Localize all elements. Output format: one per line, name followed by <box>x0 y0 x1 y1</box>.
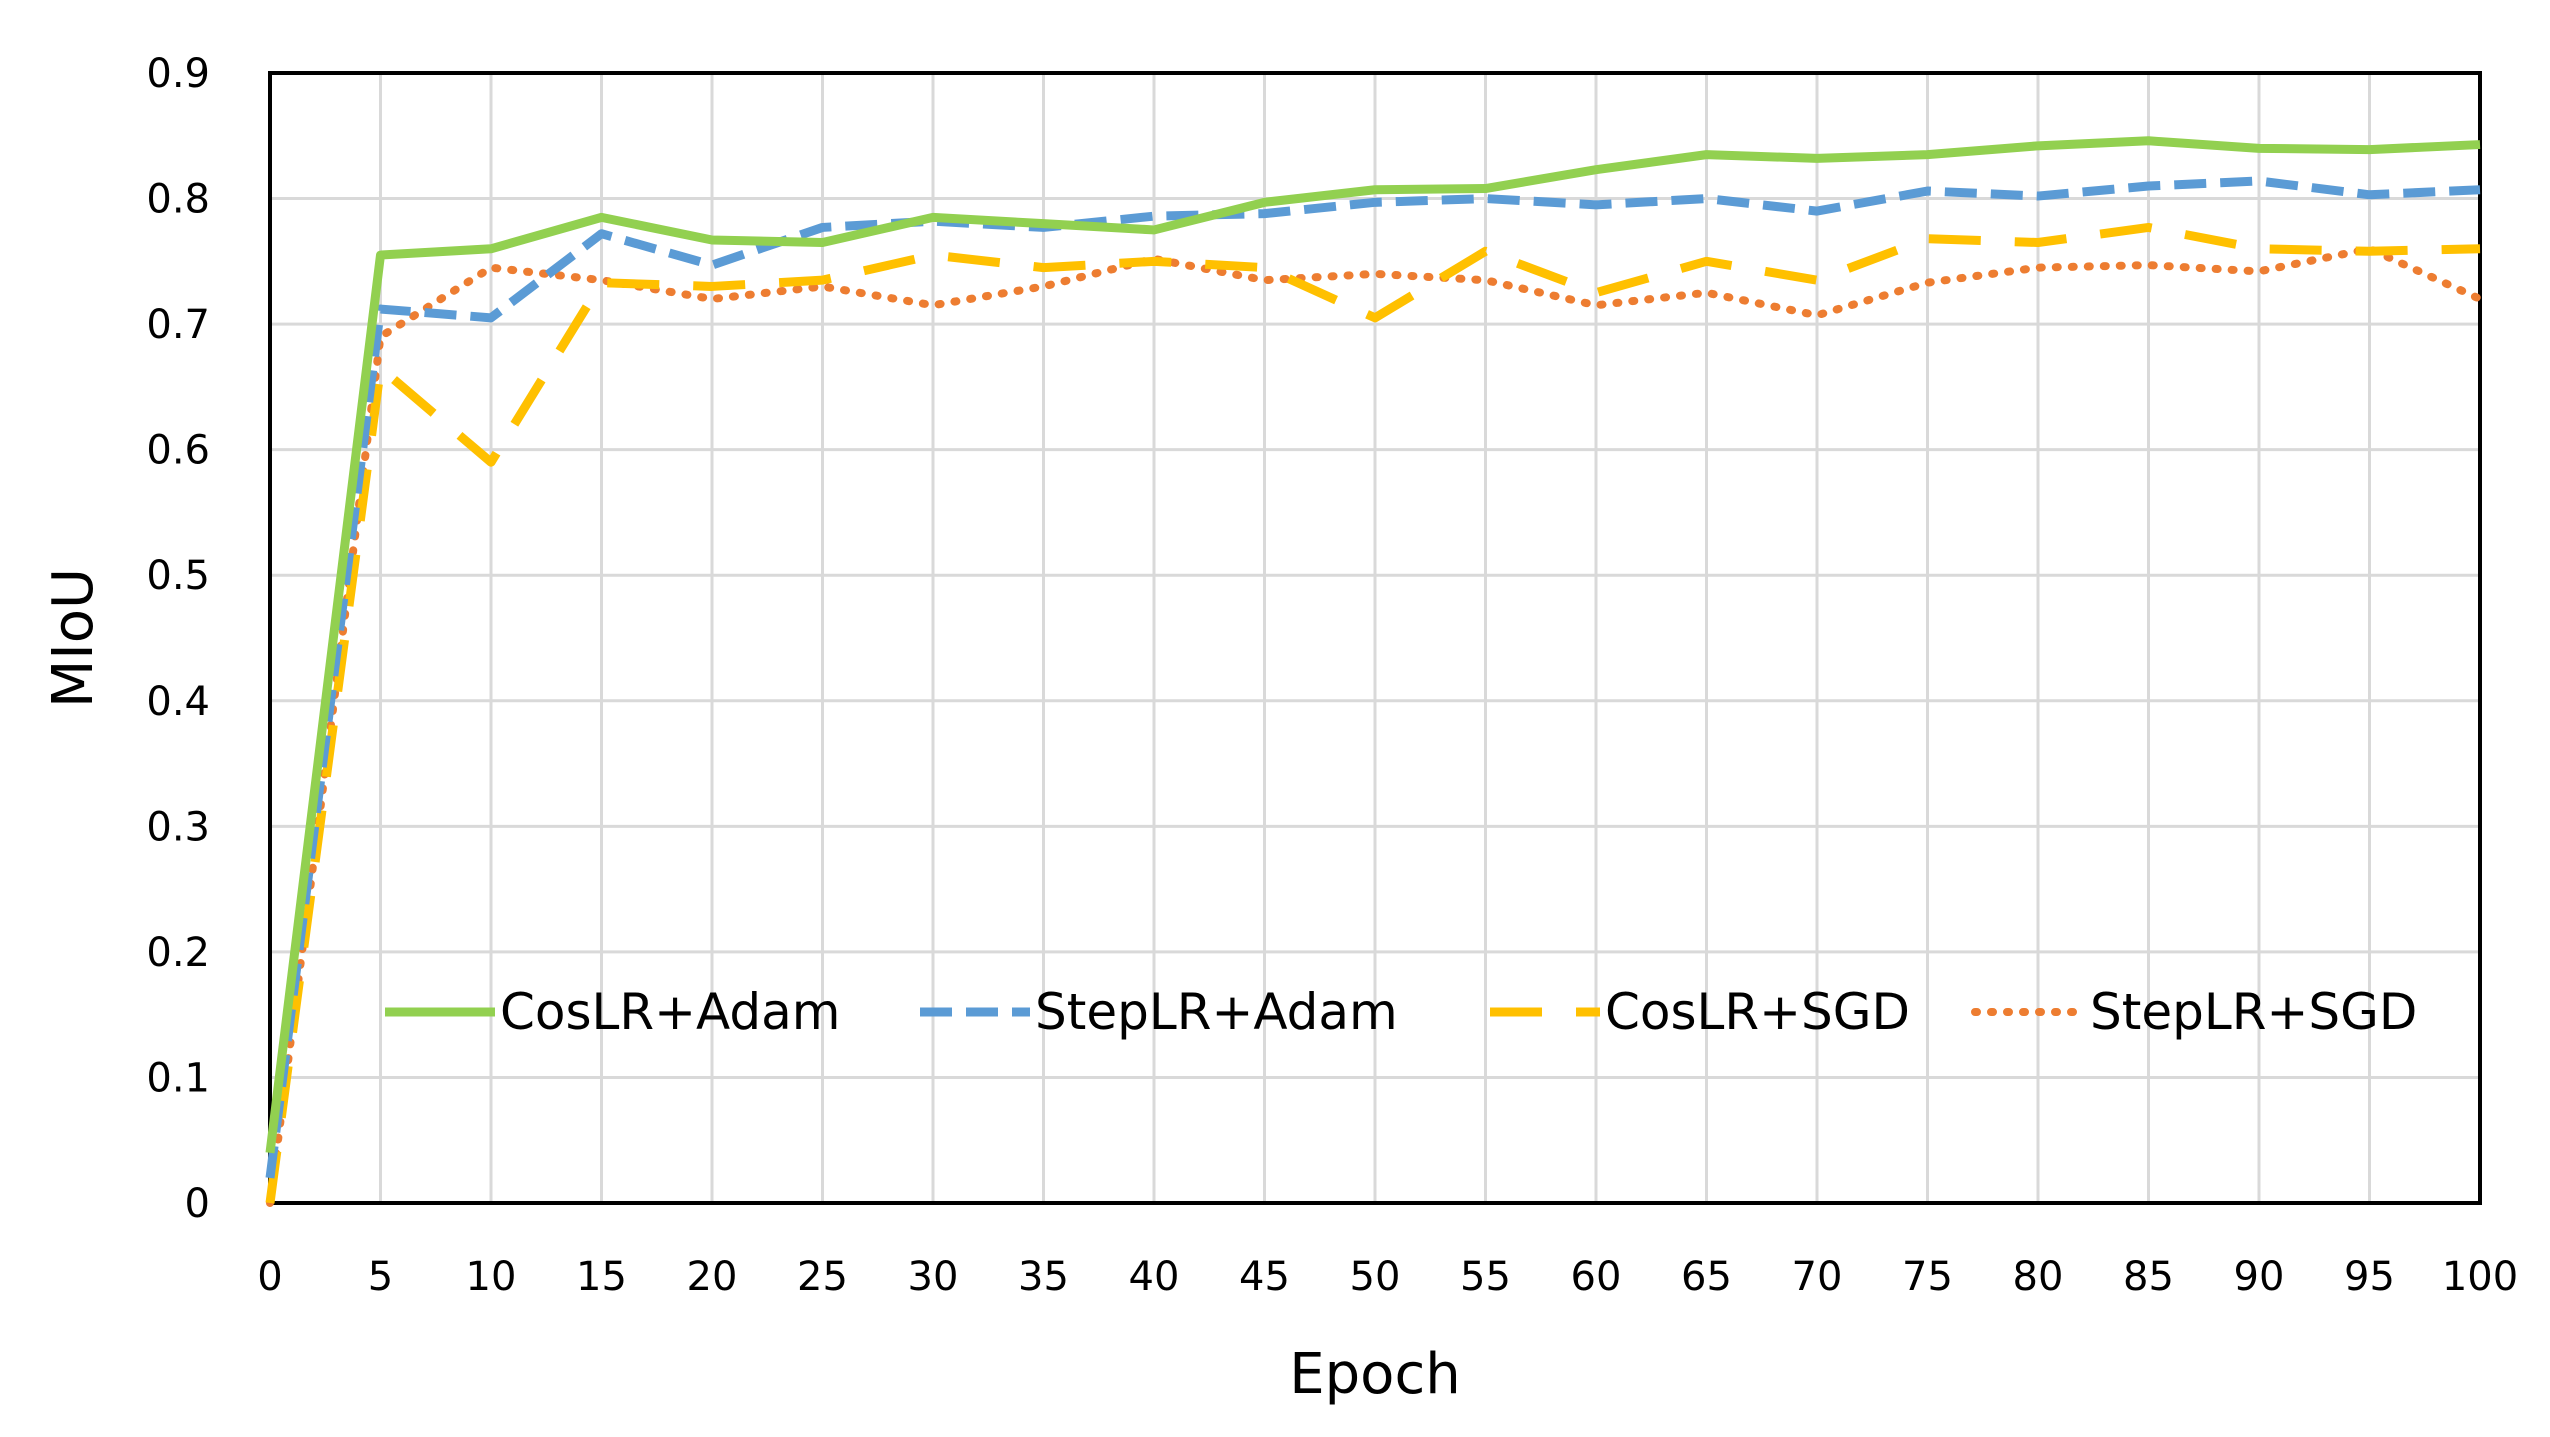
x-tick-label: 75 <box>1902 1254 1953 1300</box>
x-tick-label: 55 <box>1460 1254 1511 1300</box>
legend-label: CosLR+Adam <box>500 983 840 1041</box>
y-tick-label: 0.7 <box>146 302 210 348</box>
series-layer <box>265 136 2484 1207</box>
series-line-coslr-sgd <box>265 222 2481 1204</box>
y-tick-label: 0.4 <box>146 679 210 725</box>
series-line-steplr-adam <box>265 176 2481 1179</box>
x-tick-label: 30 <box>908 1254 959 1300</box>
y-tick-label: 0.2 <box>146 930 210 976</box>
x-tick-label: 35 <box>1018 1254 1069 1300</box>
x-tick-label: 90 <box>2234 1254 2285 1300</box>
x-tick-label: 70 <box>1792 1254 1843 1300</box>
x-tick-label: 20 <box>687 1254 738 1300</box>
x-axis-title: Epoch <box>1289 1342 1460 1407</box>
y-axis-title: MIoU <box>41 568 106 708</box>
x-tick-label: 95 <box>2344 1254 2395 1300</box>
y-tick-label: 0.8 <box>146 177 210 223</box>
x-tick-labels: 0 5 10 15 20 25 30 35 40 45 50 55 60 65 70 75 80 85 90 95 10… <box>257 1254 2518 1300</box>
x-tick-label: 10 <box>466 1254 517 1300</box>
x-tick-label: 85 <box>2123 1254 2174 1300</box>
y-tick-label: 0.1 <box>146 1055 210 1101</box>
x-tick-label: 100 <box>2442 1254 2518 1300</box>
legend-label: StepLR+Adam <box>1035 983 1398 1041</box>
x-tick-label: 5 <box>368 1254 393 1300</box>
x-tick-label: 25 <box>797 1254 848 1300</box>
legend-label: StepLR+SGD <box>2090 983 2417 1041</box>
y-tick-label: 0.9 <box>146 51 210 97</box>
x-tick-label: 60 <box>1571 1254 1622 1300</box>
series-line-coslr-adam <box>265 136 2481 1154</box>
y-tick-labels: 0 0.1 0.2 0.3 0.4 0.5 0.6 0.7 0.8 0.9 <box>146 51 210 1227</box>
x-tick-label: 80 <box>2013 1254 2064 1300</box>
x-tick-label: 65 <box>1681 1254 1732 1300</box>
y-tick-label: 0.3 <box>146 804 210 850</box>
x-tick-label: 0 <box>257 1254 282 1300</box>
y-tick-label: 0.5 <box>146 553 210 599</box>
plot-frame <box>268 71 2482 1205</box>
x-tick-label: 50 <box>1350 1254 1401 1300</box>
x-tick-label: 45 <box>1239 1254 1290 1300</box>
x-tick-label: 15 <box>576 1254 627 1300</box>
legend: CosLR+Adam StepLR+Adam CosLR+SGD StepLR+SGD <box>385 983 2417 1041</box>
legend-label: CosLR+SGD <box>1605 983 1910 1041</box>
y-tick-label: 0 <box>185 1181 210 1227</box>
x-tick-label: 40 <box>1129 1254 1180 1300</box>
y-tick-label: 0.6 <box>146 428 210 474</box>
